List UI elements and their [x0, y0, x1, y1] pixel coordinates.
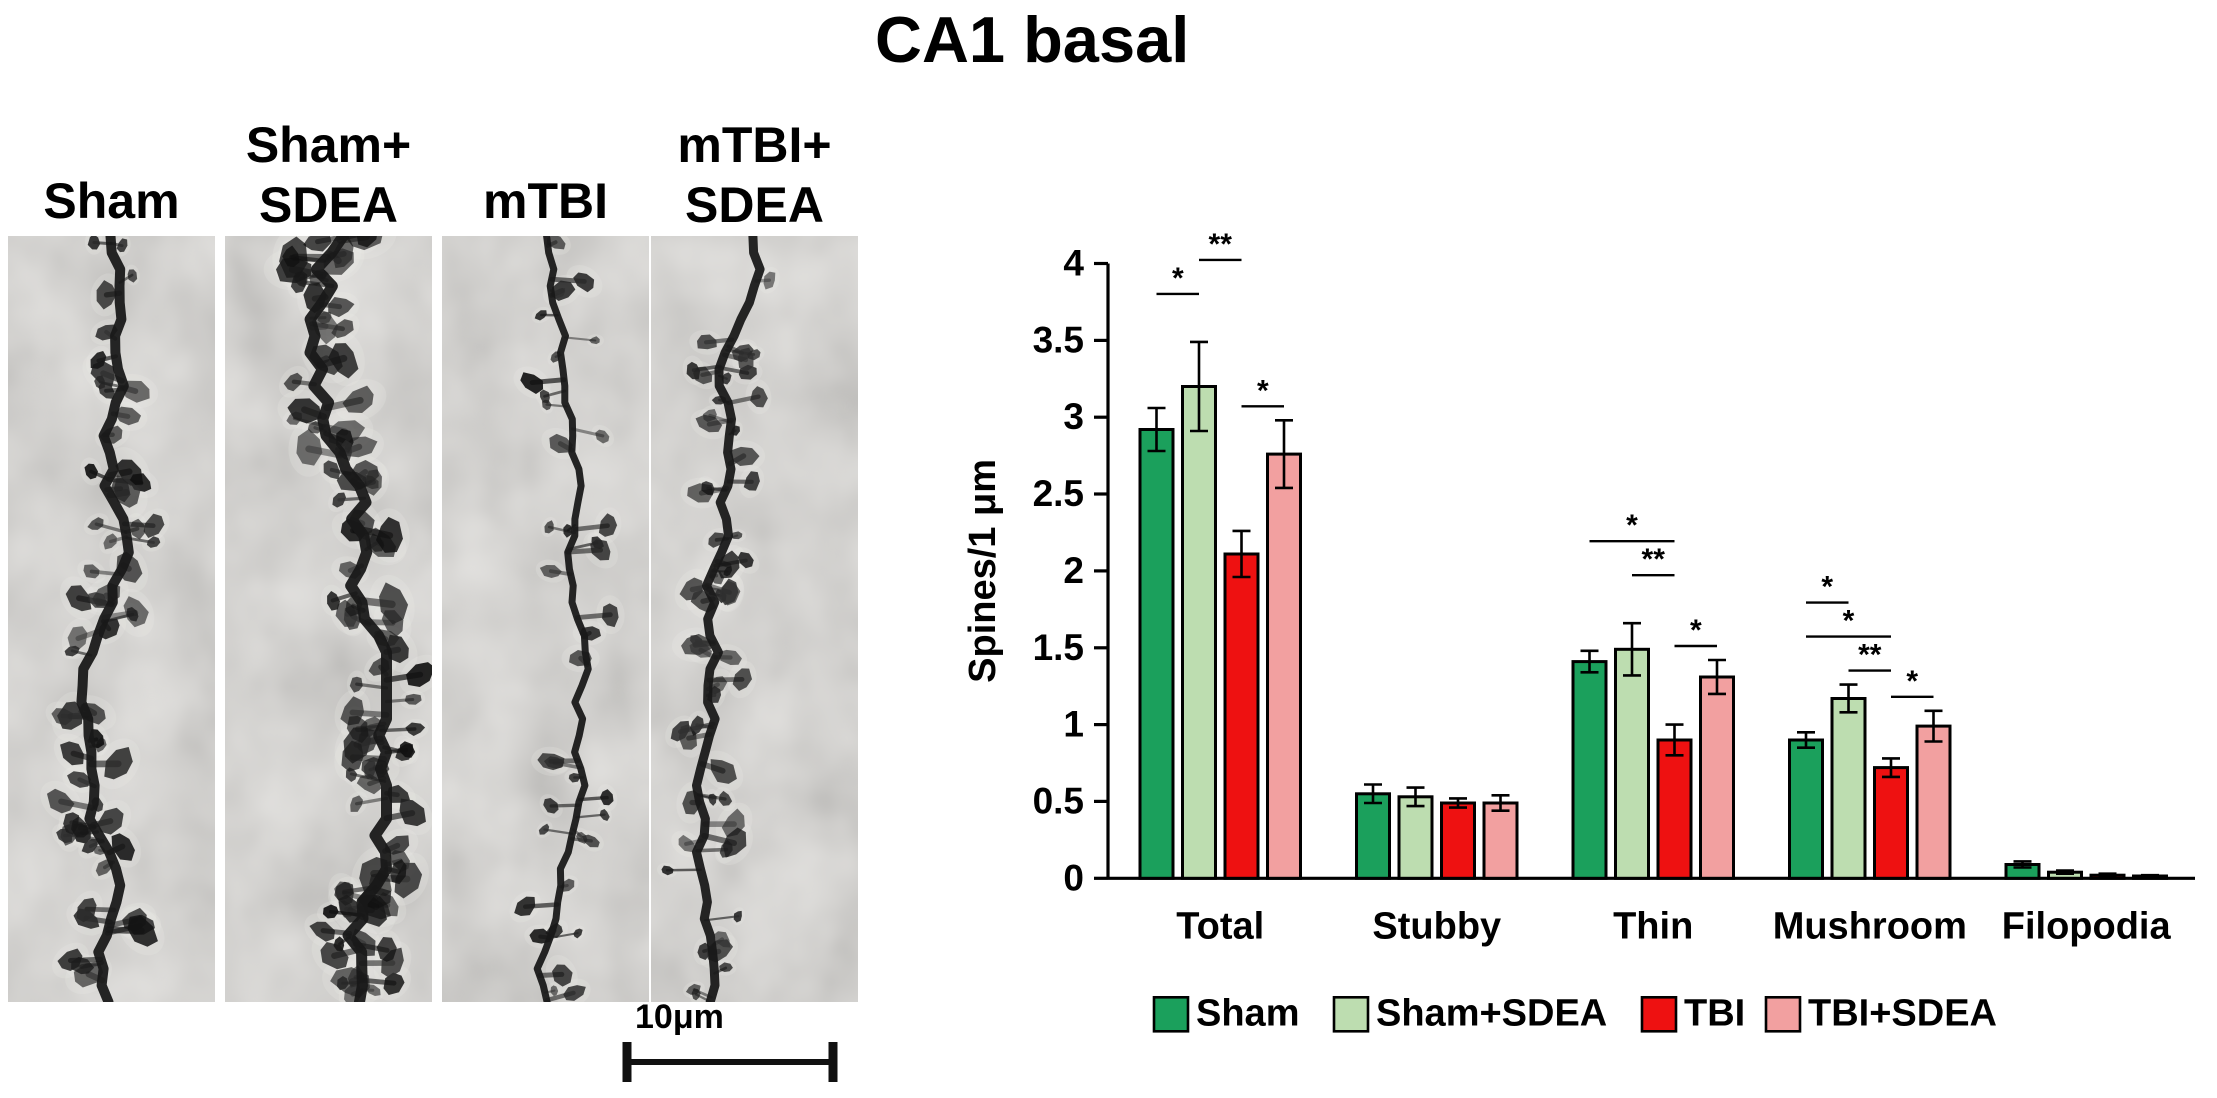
- svg-text:Total: Total: [1176, 905, 1264, 947]
- svg-text:3: 3: [1063, 396, 1084, 437]
- svg-text:Spines/1 μm: Spines/1 μm: [962, 459, 1004, 683]
- svg-text:Sham+SDEA: Sham+SDEA: [1376, 992, 1607, 1034]
- svg-text:2: 2: [1063, 550, 1084, 591]
- svg-text:0.5: 0.5: [1033, 780, 1084, 821]
- svg-text:**: **: [1642, 543, 1666, 576]
- svg-text:1: 1: [1063, 704, 1084, 745]
- svg-text:Stubby: Stubby: [1372, 905, 1501, 947]
- svg-text:0: 0: [1063, 857, 1084, 898]
- svg-text:4: 4: [1063, 243, 1084, 284]
- svg-text:Mushroom: Mushroom: [1773, 905, 1967, 947]
- svg-text:TBI: TBI: [1684, 992, 1745, 1034]
- svg-text:*: *: [1906, 665, 1918, 698]
- svg-text:*: *: [1690, 614, 1702, 647]
- svg-text:Sham: Sham: [1196, 992, 1299, 1034]
- svg-text:*: *: [1172, 262, 1184, 295]
- svg-text:**: **: [1209, 228, 1233, 261]
- svg-text:*: *: [1843, 605, 1855, 638]
- svg-text:Thin: Thin: [1613, 905, 1693, 947]
- svg-text:Filopodia: Filopodia: [2002, 905, 2172, 947]
- svg-text:2.5: 2.5: [1033, 473, 1084, 514]
- svg-text:1.5: 1.5: [1033, 627, 1084, 668]
- svg-text:**: **: [1858, 639, 1882, 672]
- svg-text:*: *: [1626, 509, 1638, 542]
- svg-text:TBI+SDEA: TBI+SDEA: [1808, 992, 1997, 1034]
- svg-text:*: *: [1257, 374, 1269, 407]
- svg-text:*: *: [1821, 571, 1833, 604]
- svg-text:3.5: 3.5: [1033, 319, 1084, 360]
